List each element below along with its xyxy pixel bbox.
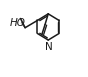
- Text: N: N: [45, 42, 53, 52]
- Text: HO: HO: [9, 18, 25, 28]
